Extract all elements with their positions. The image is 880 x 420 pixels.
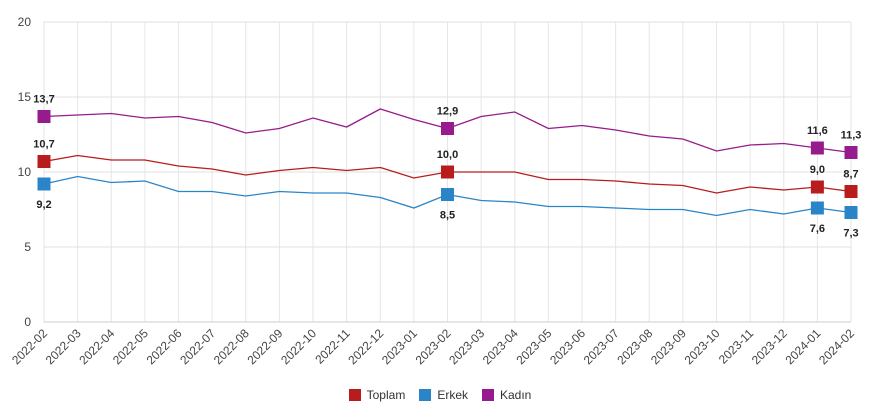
marker-kadin [441,122,454,135]
x-tick-label: 2023-12 [749,326,790,367]
x-tick-label: 2023-09 [648,326,689,367]
y-tick-label: 5 [24,240,31,254]
x-tick-label: 2022-08 [211,326,252,367]
data-label-erkek: 7,6 [810,223,825,235]
x-tick-label: 2022-09 [244,326,285,367]
x-tick-label: 2022-12 [345,326,386,367]
legend: Toplam Erkek Kadın [0,388,880,402]
data-label-toplam: 8,7 [843,169,858,181]
x-tick-label: 2022-10 [278,326,319,367]
data-label-kadin: 11,6 [807,125,828,137]
x-tick-label: 2023-04 [480,326,521,367]
marker-erkek [844,206,858,219]
x-tick-label: 2023-01 [379,326,420,367]
y-tick-label: 10 [18,165,32,179]
marker-toplam [844,185,858,198]
data-label-toplam: 9,0 [810,164,825,176]
y-tick-label: 15 [18,90,32,104]
x-tick-label: 2022-05 [110,326,151,367]
marker-toplam [441,165,454,179]
data-label-kadin: 11,3 [841,130,862,142]
legend-item-erkek[interactable]: Erkek [419,388,468,402]
x-tick-label: 2023-03 [446,326,487,367]
x-tick-label: 2023-02 [413,326,454,367]
x-tick-label: 2022-03 [43,326,84,367]
marker-erkek [810,201,824,215]
x-tick-label: 2023-07 [581,326,622,367]
data-label-toplam: 10,0 [437,149,458,161]
x-tick-label: 2024-02 [816,326,857,367]
x-tick-label: 2022-02 [9,326,50,367]
x-tick-label: 2023-11 [716,326,757,367]
data-label-erkek: 9,2 [36,199,51,211]
legend-label: Kadın [500,388,532,402]
x-tick-label: 2023-10 [682,326,723,367]
legend-swatch [419,389,432,401]
marker-toplam [37,155,51,168]
x-tick-label: 2024-01 [782,326,823,367]
marker-kadin [810,141,824,155]
x-tick-label: 2022-11 [312,326,353,367]
x-tick-label: 2023-05 [513,326,554,367]
marker-kadin [37,110,51,123]
x-tick-label: 2022-04 [76,326,117,367]
legend-swatch [482,389,494,401]
legend-swatch [348,389,361,401]
x-tick-label: 2022-06 [144,326,185,367]
data-label-erkek: 7,3 [843,228,858,240]
marker-toplam [810,180,824,194]
y-tick-label: 0 [24,315,31,329]
y-tick-label: 20 [18,15,32,29]
x-tick-label: 2022-07 [177,326,218,367]
x-tick-label: 2023-06 [547,326,588,367]
marker-erkek [37,177,51,191]
data-label-erkek: 8,5 [440,210,455,222]
data-label-kadin: 12,9 [437,106,458,118]
data-label-kadin: 13,7 [33,94,54,106]
marker-erkek [441,188,454,201]
legend-item-toplam[interactable]: Toplam [348,388,406,402]
legend-item-kadin[interactable]: Kadın [482,388,531,402]
legend-label: Erkek [437,388,468,402]
data-label-toplam: 10,7 [33,139,54,151]
x-tick-label: 2023-08 [614,326,655,367]
marker-kadin [844,146,858,159]
legend-label: Toplam [366,388,406,402]
